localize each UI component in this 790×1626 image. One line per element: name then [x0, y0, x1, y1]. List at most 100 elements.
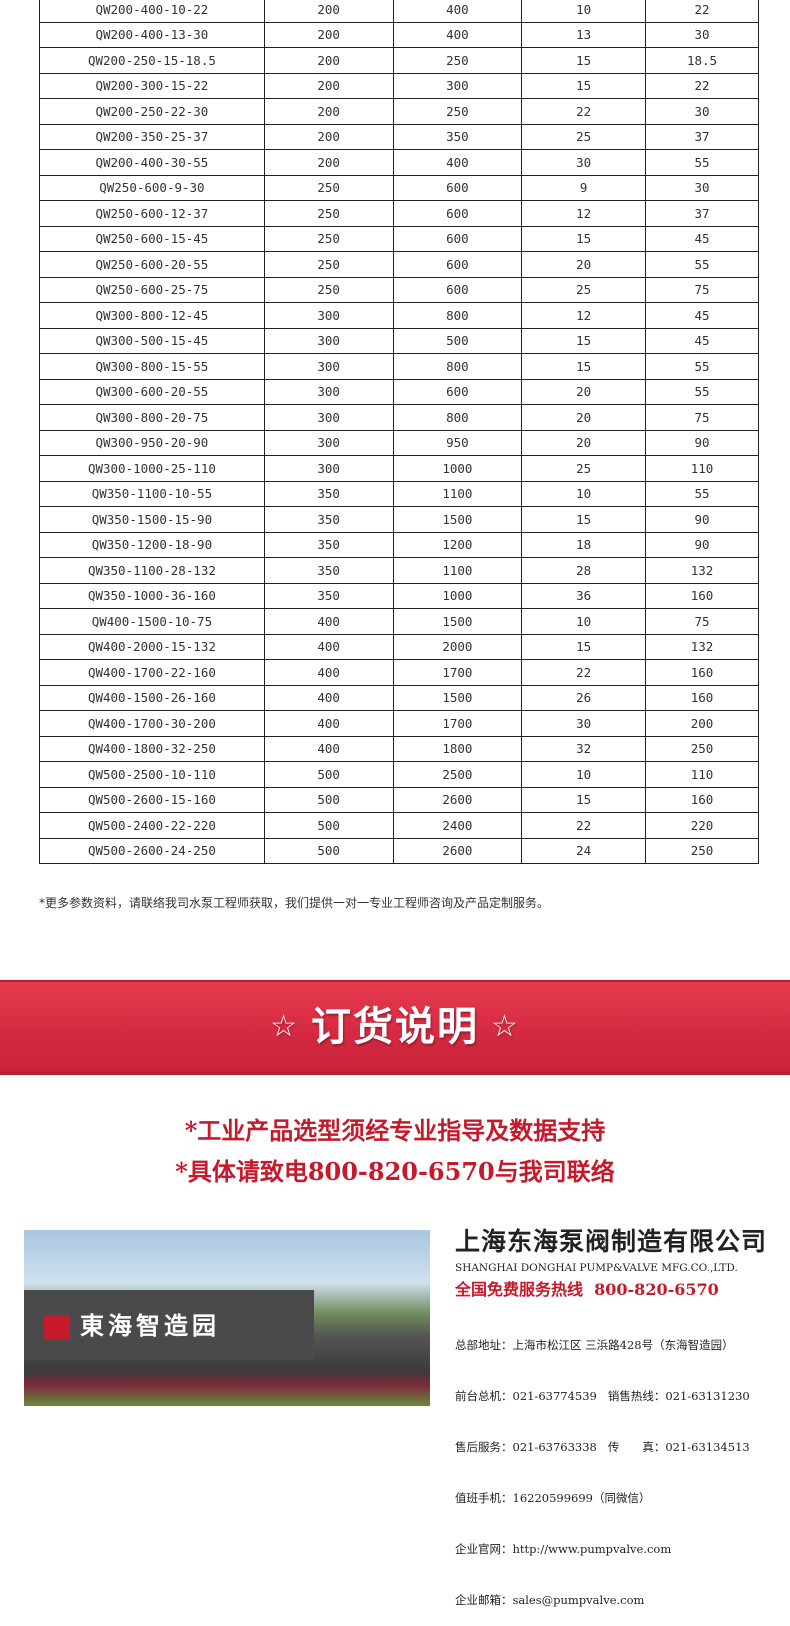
table-cell: 400	[392, 149, 523, 176]
logo-icon	[44, 1315, 70, 1339]
table-cell: QW300-950-20-90	[39, 429, 265, 456]
table-cell: 200	[263, 98, 394, 125]
mobile: 值班手机：16220599699（同微信）	[455, 1491, 651, 1505]
table-cell: 30	[521, 149, 646, 176]
table-cell: 250	[263, 276, 394, 303]
table-cell: 45	[644, 327, 760, 354]
table-cell: 25	[521, 455, 646, 482]
table-cell: 22	[644, 72, 760, 99]
table-cell: 26	[521, 684, 646, 711]
table-cell: 55	[644, 378, 760, 405]
table-cell: 200	[644, 710, 760, 737]
table-cell: 1000	[392, 455, 523, 482]
table-row: QW250-600-20-55 250 600 20 55	[39, 251, 760, 278]
table-row: QW300-600-20-55 300 600 20 55	[39, 378, 760, 405]
table-row: QW300-800-12-45 300 800 12 45	[39, 302, 760, 329]
table-cell: QW400-1500-26-160	[39, 684, 265, 711]
table-cell: 132	[644, 557, 760, 584]
table-row: QW400-1700-30-200 400 1700 30 200	[39, 710, 760, 737]
table-cell: 800	[392, 302, 523, 329]
table-cell: 250	[392, 47, 523, 74]
table-cell: 250	[644, 735, 760, 762]
table-cell: 15	[521, 506, 646, 533]
table-cell: 200	[263, 47, 394, 74]
table-cell: 300	[263, 378, 394, 405]
table-cell: 2500	[392, 761, 523, 788]
table-cell: 500	[263, 837, 394, 864]
table-cell: 15	[521, 72, 646, 99]
table-cell: 24	[521, 837, 646, 864]
table-cell: 18.5	[644, 47, 760, 74]
table-cell: QW400-1700-30-200	[39, 710, 265, 737]
table-cell: 12	[521, 302, 646, 329]
table-row: QW300-500-15-45 300 500 15 45	[39, 327, 760, 354]
table-cell: 9	[521, 174, 646, 201]
table-cell: QW500-2400-22-220	[39, 812, 265, 839]
table-row: QW500-2600-24-250 500 2600 24 250	[39, 837, 760, 864]
table-cell: 300	[263, 327, 394, 354]
table-row: QW350-1500-15-90 350 1500 15 90	[39, 506, 760, 533]
table-cell: 36	[521, 582, 646, 609]
table-cell: 500	[263, 812, 394, 839]
table-cell: 200	[263, 21, 394, 48]
table-cell: 22	[521, 812, 646, 839]
table-cell: 200	[263, 0, 394, 23]
table-cell: 950	[392, 429, 523, 456]
email-link[interactable]: 企业邮箱：sales@pumpvalve.com	[455, 1593, 645, 1607]
table-cell: 20	[521, 251, 646, 278]
table-cell: 500	[263, 786, 394, 813]
table-cell: 350	[263, 557, 394, 584]
table-cell: 250	[263, 225, 394, 252]
table-cell: 45	[644, 302, 760, 329]
table-cell: QW350-1000-36-160	[39, 582, 265, 609]
table-cell: 75	[644, 608, 760, 635]
table-cell: 500	[392, 327, 523, 354]
table-cell: 400	[263, 684, 394, 711]
table-row: QW400-1800-32-250 400 1800 32 250	[39, 735, 760, 762]
table-row: QW400-1500-10-75 400 1500 10 75	[39, 608, 760, 635]
table-cell: 200	[263, 123, 394, 150]
table-cell: 2600	[392, 786, 523, 813]
table-cell: 2400	[392, 812, 523, 839]
table-cell: 75	[644, 404, 760, 431]
table-cell: 600	[392, 225, 523, 252]
table-cell: 32	[521, 735, 646, 762]
table-row: QW200-400-30-55 200 400 30 55	[39, 149, 760, 176]
table-cell: 160	[644, 582, 760, 609]
website-link[interactable]: 企业官网：http://www.pumpvalve.com	[455, 1542, 672, 1556]
table-cell: 800	[392, 404, 523, 431]
table-cell: 12	[521, 200, 646, 227]
table-cell: 160	[644, 659, 760, 686]
table-cell: 30	[644, 98, 760, 125]
table-cell: 55	[644, 149, 760, 176]
table-row: QW350-1100-28-132 350 1100 28 132	[39, 557, 760, 584]
table-cell: QW200-400-13-30	[39, 21, 265, 48]
table-cell: 400	[263, 659, 394, 686]
table-cell: 110	[644, 761, 760, 788]
table-cell: 300	[263, 455, 394, 482]
table-cell: 20	[521, 429, 646, 456]
table-row: QW200-350-25-37 200 350 25 37	[39, 123, 760, 150]
table-cell: 132	[644, 633, 760, 660]
table-cell: QW500-2600-15-160	[39, 786, 265, 813]
table-cell: QW250-600-15-45	[39, 225, 265, 252]
table-cell: 37	[644, 200, 760, 227]
table-cell: 25	[521, 123, 646, 150]
order-line-2: *具体请致电800-820-6570与我司联络	[175, 1157, 615, 1186]
table-row: QW500-2400-22-220 500 2400 22 220	[39, 812, 760, 839]
table-row: QW200-250-22-30 200 250 22 30	[39, 98, 760, 125]
table-cell: 250	[392, 98, 523, 125]
table-cell: 110	[644, 455, 760, 482]
table-cell: 15	[521, 786, 646, 813]
table-cell: QW350-1100-10-55	[39, 480, 265, 507]
table-cell: 350	[392, 123, 523, 150]
section-banner: ☆ 订货说明 ☆	[0, 980, 790, 1075]
table-cell: 1500	[392, 684, 523, 711]
table-cell: QW250-600-12-37	[39, 200, 265, 227]
table-cell: 28	[521, 557, 646, 584]
footnote: *更多参数资料，请联络我司水泵工程师获取，我们提供一对一专业工程师咨询及产品定制…	[39, 896, 550, 910]
table-cell: 160	[644, 684, 760, 711]
table-cell: QW400-2000-15-132	[39, 633, 265, 660]
table-cell: 37	[644, 123, 760, 150]
table-cell: 1700	[392, 659, 523, 686]
